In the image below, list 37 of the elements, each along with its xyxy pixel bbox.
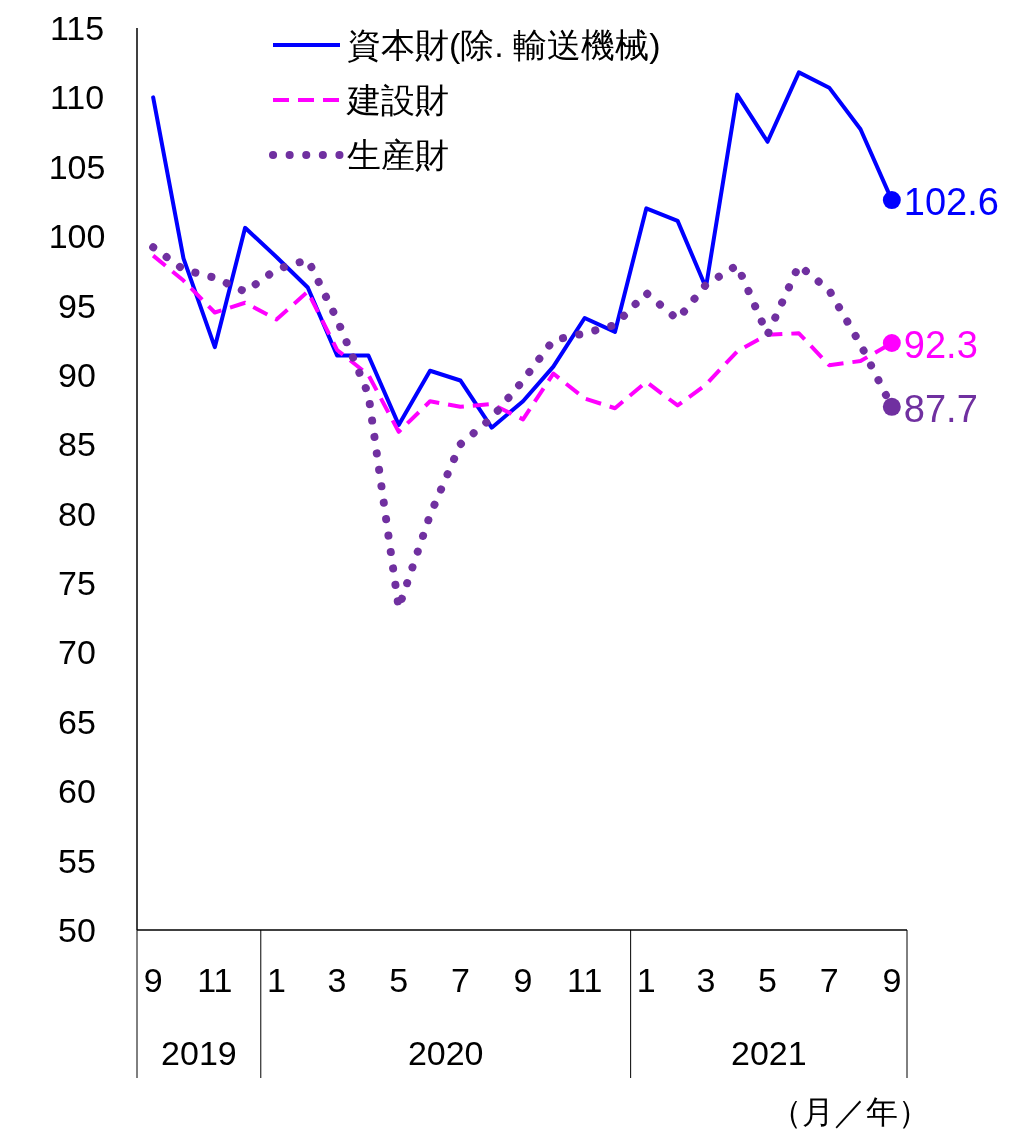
- x-tick-label: 1: [266, 961, 286, 999]
- y-tick-label: 80: [58, 494, 96, 533]
- y-tick-label: 60: [58, 772, 96, 811]
- y-tick-label: 105: [48, 147, 106, 186]
- y-tick-label: 70: [58, 633, 96, 672]
- data-label: 87.7: [903, 387, 978, 430]
- x-tick-label: 7: [450, 961, 470, 999]
- legend-label: 資本財(除. 輸送機械): [347, 26, 661, 64]
- y-tick-label: 75: [58, 564, 96, 603]
- x-tick-label: 3: [327, 961, 347, 999]
- text: 2020: [407, 1034, 484, 1072]
- text: （月／年）: [770, 1094, 930, 1130]
- x-tick-label: 11: [567, 961, 603, 999]
- x-tick-label: 1: [636, 961, 656, 999]
- y-tick-label: 90: [58, 355, 96, 394]
- x-tick-label: 9: [143, 961, 163, 999]
- text: 2021: [730, 1034, 807, 1072]
- legend-label: 生産財: [347, 136, 449, 174]
- y-tick-label: 110: [49, 78, 105, 117]
- text: 2019: [161, 1034, 237, 1072]
- y-tick-label: 50: [58, 911, 96, 949]
- x-tick-label: 9: [513, 961, 533, 999]
- x-tick-label: 11: [197, 961, 233, 999]
- data-label: 92.3: [903, 324, 978, 367]
- x-tick-label: 5: [389, 961, 409, 999]
- x-tick-label: 5: [758, 961, 778, 999]
- legend-label: 建設財: [346, 81, 449, 119]
- y-tick-label: 85: [58, 425, 96, 464]
- y-tick-label: 55: [58, 841, 96, 880]
- y-tick-label: 65: [58, 702, 96, 741]
- x-tick-label: 9: [882, 961, 902, 999]
- y-tick-label: 100: [48, 217, 106, 256]
- x-tick-label: 7: [819, 961, 839, 999]
- y-tick-label: 95: [58, 286, 96, 325]
- x-tick-label: 3: [696, 961, 716, 999]
- data-label: 102.6: [903, 181, 999, 224]
- y-tick-label: 115: [49, 9, 105, 47]
